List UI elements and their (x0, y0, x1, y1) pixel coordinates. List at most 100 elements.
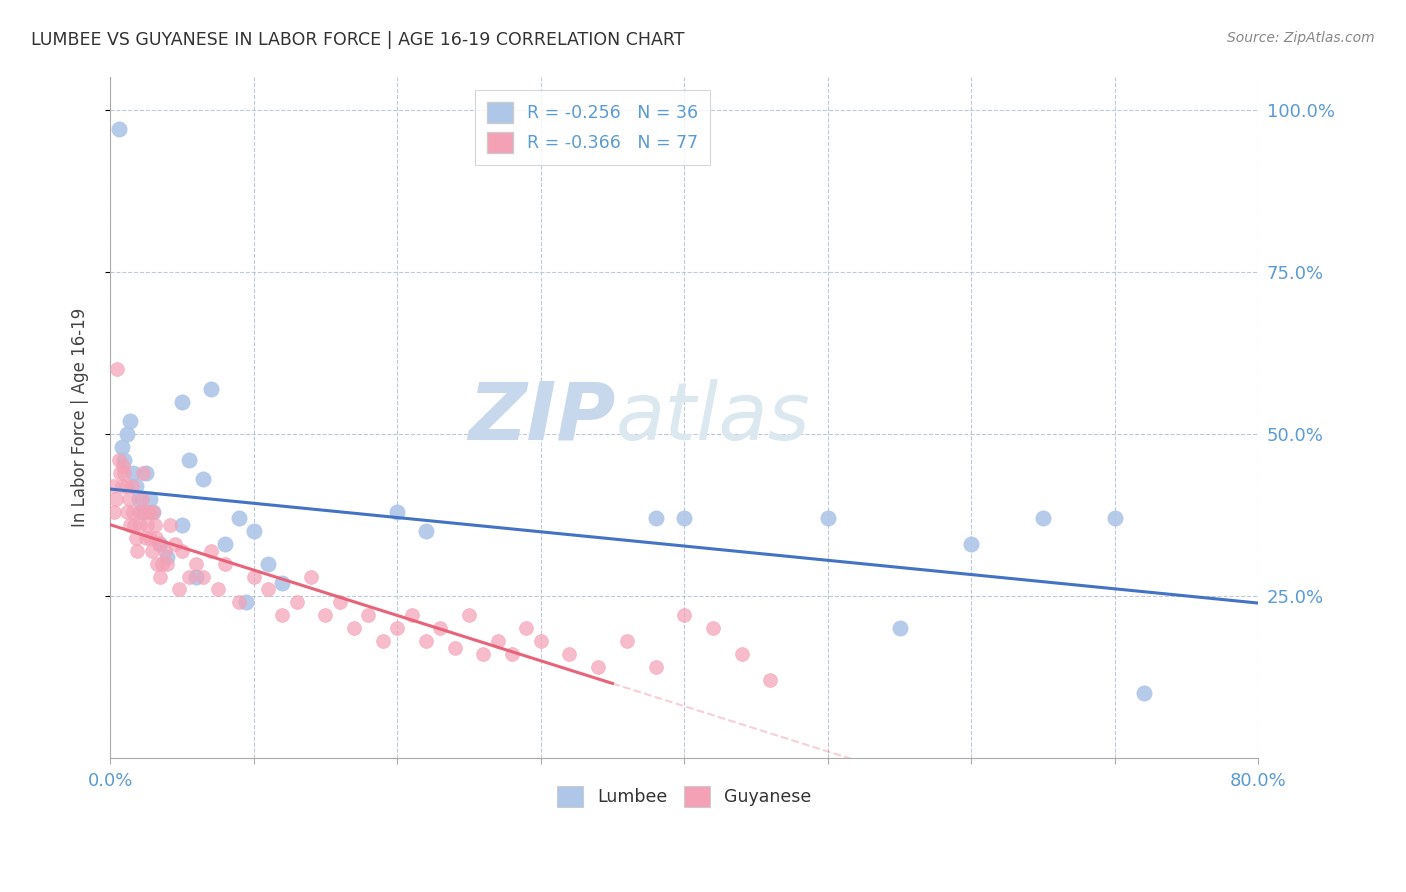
Point (214, 537, 236, 551)
Point (242, 524, 264, 538)
Point (357, 608, 380, 623)
Point (515, 621, 537, 635)
Point (146, 557, 169, 571)
Point (501, 648, 523, 662)
Point (108, 466, 131, 480)
Point (132, 466, 155, 480)
Point (128, 491, 150, 506)
Text: atlas: atlas (616, 379, 810, 457)
Point (257, 582, 280, 597)
Point (170, 517, 193, 532)
Y-axis label: In Labor Force | Age 16-19: In Labor Force | Age 16-19 (72, 308, 89, 527)
Point (443, 640, 465, 655)
Point (214, 557, 236, 571)
Point (271, 608, 294, 623)
Point (125, 531, 148, 545)
Point (415, 634, 437, 648)
Point (118, 491, 141, 506)
Point (731, 648, 754, 662)
Point (131, 491, 153, 506)
Point (385, 621, 408, 635)
Point (159, 517, 181, 532)
Point (121, 479, 143, 493)
Point (401, 608, 423, 623)
Point (112, 466, 135, 480)
Text: Source: ZipAtlas.com: Source: ZipAtlas.com (1227, 31, 1375, 45)
Text: ZIP: ZIP (468, 379, 616, 457)
Point (329, 595, 352, 609)
Point (207, 582, 229, 597)
Point (134, 505, 156, 519)
Point (124, 517, 146, 532)
Point (138, 505, 160, 519)
Point (135, 531, 157, 545)
Point (193, 472, 215, 486)
Point (110, 440, 132, 454)
Point (142, 505, 165, 519)
Point (170, 543, 193, 558)
Point (149, 569, 172, 583)
Point (889, 621, 911, 635)
Point (103, 505, 125, 519)
Point (128, 505, 150, 519)
Point (107, 453, 129, 467)
Point (145, 531, 167, 545)
Point (122, 505, 145, 519)
Point (105, 362, 128, 376)
Point (149, 537, 172, 551)
Point (385, 505, 408, 519)
Point (186, 557, 208, 571)
Point (127, 543, 149, 558)
Point (759, 673, 782, 688)
Point (1104, 511, 1126, 525)
Point (163, 537, 186, 551)
Point (117, 505, 139, 519)
Point (343, 621, 366, 635)
Point (156, 550, 179, 565)
Point (177, 453, 200, 467)
Point (299, 569, 322, 583)
Text: LUMBEE VS GUYANESE IN LABOR FORCE | AGE 16-19 CORRELATION CHART: LUMBEE VS GUYANESE IN LABOR FORCE | AGE … (31, 31, 685, 49)
Point (228, 511, 250, 525)
Point (110, 479, 132, 493)
Point (200, 382, 222, 396)
Point (817, 511, 839, 525)
Point (586, 660, 609, 674)
Point (107, 122, 129, 136)
Point (285, 595, 308, 609)
Point (148, 537, 170, 551)
Point (141, 543, 163, 558)
Point (472, 648, 495, 662)
Point (616, 634, 638, 648)
Point (101, 479, 124, 493)
Point (314, 608, 336, 623)
Point (136, 517, 159, 532)
Legend: Lumbee, Guyanese: Lumbee, Guyanese (550, 779, 818, 814)
Point (125, 479, 148, 493)
Point (167, 582, 190, 597)
Point (186, 569, 208, 583)
Point (530, 634, 553, 648)
Point (415, 524, 437, 538)
Point (143, 517, 166, 532)
Point (139, 531, 162, 545)
Point (111, 459, 134, 474)
Point (1032, 511, 1054, 525)
Point (131, 505, 153, 519)
Point (558, 648, 581, 662)
Point (271, 576, 294, 591)
Point (120, 517, 142, 532)
Point (193, 569, 215, 583)
Point (156, 557, 179, 571)
Point (644, 660, 666, 674)
Point (153, 543, 176, 558)
Point (644, 511, 666, 525)
Point (200, 543, 222, 558)
Point (135, 466, 157, 480)
Point (170, 394, 193, 409)
Point (177, 569, 200, 583)
Point (120, 414, 142, 428)
Point (458, 608, 481, 623)
Point (960, 537, 983, 551)
Point (150, 557, 173, 571)
